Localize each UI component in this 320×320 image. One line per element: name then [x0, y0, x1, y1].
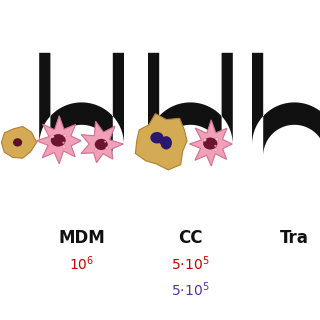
Text: $5{\cdot}10^{5}$: $5{\cdot}10^{5}$: [171, 280, 210, 299]
Ellipse shape: [95, 139, 108, 150]
Ellipse shape: [106, 147, 108, 149]
Ellipse shape: [160, 136, 172, 149]
Polygon shape: [135, 114, 187, 170]
Text: $5{\cdot}10^{5}$: $5{\cdot}10^{5}$: [171, 255, 210, 273]
Polygon shape: [36, 116, 81, 164]
Text: $10^{6}$: $10^{6}$: [69, 255, 94, 273]
Ellipse shape: [203, 139, 206, 141]
Ellipse shape: [203, 138, 217, 149]
Ellipse shape: [62, 145, 66, 148]
Polygon shape: [252, 53, 320, 156]
Ellipse shape: [214, 145, 217, 147]
Ellipse shape: [214, 148, 217, 151]
Ellipse shape: [94, 148, 97, 151]
Ellipse shape: [51, 134, 66, 147]
Text: CC: CC: [178, 229, 203, 247]
Polygon shape: [81, 121, 123, 163]
Ellipse shape: [13, 138, 22, 147]
Polygon shape: [39, 53, 124, 156]
Ellipse shape: [215, 138, 219, 140]
Ellipse shape: [51, 135, 54, 138]
Ellipse shape: [150, 132, 164, 143]
Ellipse shape: [104, 141, 106, 143]
Text: MDM: MDM: [58, 229, 105, 247]
Polygon shape: [189, 120, 232, 166]
Ellipse shape: [62, 142, 65, 144]
Polygon shape: [148, 53, 233, 156]
Ellipse shape: [64, 134, 67, 137]
Polygon shape: [1, 126, 36, 158]
Ellipse shape: [158, 136, 165, 144]
Text: Tra: Tra: [280, 229, 309, 247]
